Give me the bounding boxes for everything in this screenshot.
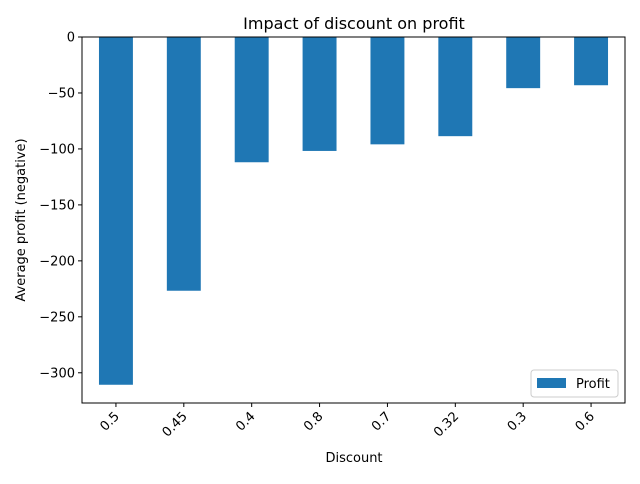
y-tick-label: −100 <box>39 142 75 157</box>
y-axis: 0 −50 −100 −150 −200 −250 −300 <box>39 31 82 381</box>
y-tick-label: −150 <box>39 198 75 213</box>
y-tick-label: 0 <box>67 31 75 46</box>
plot-frame <box>81 36 626 404</box>
y-tick-label: −200 <box>39 254 75 269</box>
bar-0.45 <box>166 37 201 291</box>
y-tick-label: −50 <box>48 86 75 101</box>
bar-0.7 <box>370 37 405 145</box>
legend: Profit <box>530 369 619 398</box>
bar-0.3 <box>506 37 541 89</box>
legend-label: Profit <box>576 377 610 392</box>
chart-title: Impact of discount on profit <box>243 14 465 33</box>
legend-box <box>530 369 619 398</box>
legend-swatch <box>537 378 566 388</box>
bar-0.5 <box>98 37 133 385</box>
bar-0.8 <box>302 37 337 151</box>
bars-group <box>98 37 609 385</box>
bar-0.6 <box>574 37 609 86</box>
y-tick-label: −300 <box>39 366 75 381</box>
bar-0.4 <box>234 37 269 163</box>
bar-0.32 <box>438 37 473 137</box>
y-axis-label: Average profit (negative) <box>14 138 29 301</box>
x-axis-label: Discount <box>325 451 382 466</box>
y-tick-label: −250 <box>39 310 75 325</box>
